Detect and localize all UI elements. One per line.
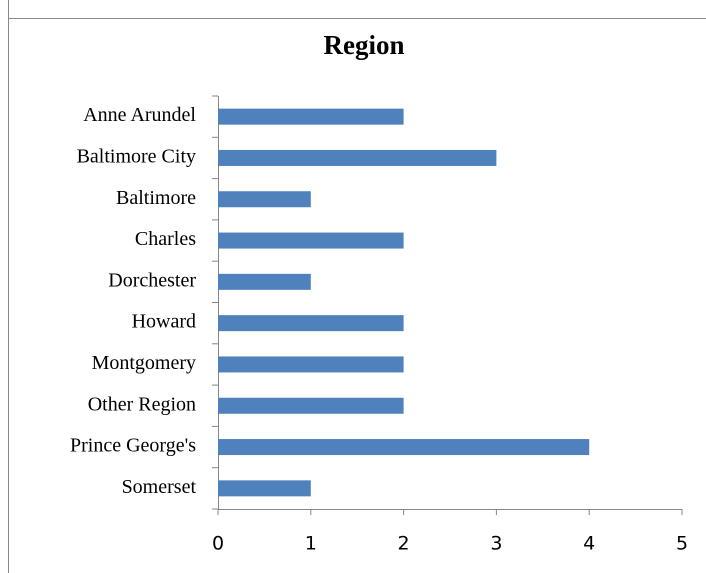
chart-title: Region bbox=[324, 30, 405, 60]
y-tick-label: Charles bbox=[135, 228, 196, 250]
bar bbox=[218, 149, 497, 166]
bar bbox=[218, 273, 311, 290]
bar bbox=[218, 191, 311, 208]
bar bbox=[218, 397, 404, 414]
bar bbox=[218, 439, 590, 456]
y-tick-label: Prince George's bbox=[70, 435, 196, 457]
y-tick-label: Other Region bbox=[88, 393, 196, 415]
y-tick-label: Howard bbox=[132, 311, 196, 333]
y-tick-label: Anne Arundel bbox=[83, 104, 196, 126]
x-tick-label: 5 bbox=[676, 533, 688, 555]
bar bbox=[218, 315, 404, 332]
x-tick-label: 2 bbox=[398, 533, 410, 555]
bar bbox=[218, 232, 404, 249]
x-tick-label: 3 bbox=[490, 533, 502, 555]
y-tick-label: Baltimore City bbox=[77, 146, 196, 168]
y-tick-label: Somerset bbox=[122, 476, 197, 498]
x-tick-label: 0 bbox=[212, 533, 224, 555]
bar bbox=[218, 356, 404, 373]
y-tick-label: Montgomery bbox=[92, 352, 196, 374]
bar bbox=[218, 480, 311, 497]
y-tick-label: Dorchester bbox=[108, 269, 196, 291]
x-tick-label: 1 bbox=[305, 533, 317, 555]
y-tick-label: Baltimore bbox=[116, 187, 196, 209]
bar bbox=[218, 108, 404, 125]
x-tick-label: 4 bbox=[583, 533, 595, 555]
